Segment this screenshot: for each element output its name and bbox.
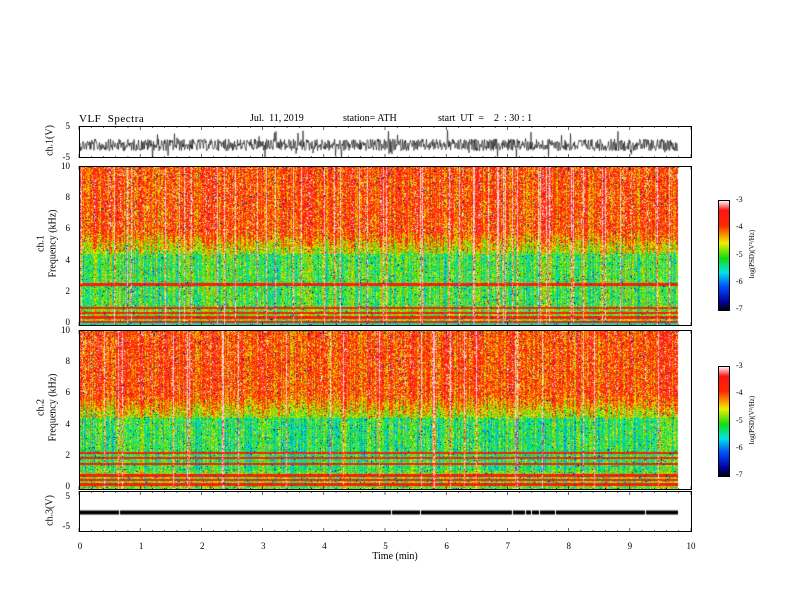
ch1-wave-ytick-bottom: -5 (62, 152, 71, 162)
ch1-spectrogram-ylabel: Frequency (kHz) (47, 209, 59, 278)
ch1-waveform-panel (79, 126, 692, 158)
ch1-colorbar-gradient (719, 201, 729, 310)
ch2-spec-ytick-3: 4 (65, 418, 71, 429)
ch1-colorbar-tick-1: -4 (736, 222, 743, 232)
ch2-spec-ytick-1: 8 (65, 356, 71, 367)
ch3-wave-ytick-bottom: -5 (62, 521, 71, 531)
ch2-colorbar-tick-2: -5 (736, 415, 743, 425)
x-tick-7: 7 (505, 541, 510, 551)
x-tick-4: 4 (322, 541, 327, 551)
ch2-colorbar-tick-1: -4 (736, 388, 743, 398)
ch1-spec-ytick-0: 10 (61, 161, 70, 171)
x-tick-3: 3 (261, 541, 266, 551)
x-tick-0: 0 (77, 541, 83, 551)
station-label: station= ATH (343, 113, 397, 124)
ch2-spec-ytick-2: 6 (65, 387, 71, 398)
ch1-colorbar-tick-3: -6 (736, 276, 743, 286)
ch3-wave-ytick-top: 5 (65, 491, 71, 501)
ch1-spectrogram-channel-label: ch.1 (35, 235, 47, 252)
ch3-waveform-panel (79, 491, 692, 532)
x-axis-label: Time (min) (372, 551, 418, 562)
ch1-spec-ytick-4: 2 (65, 285, 71, 296)
ch3-waveform-ylabel: ch.3(V) (44, 495, 56, 526)
ch2-colorbar (718, 366, 730, 477)
ch3-waveform-trace (80, 492, 691, 531)
ch1-spectrogram-panel (79, 166, 692, 326)
x-tick-10: 10 (686, 541, 696, 551)
ch2-colorbar-label: log(PSD)(V²/Hz) (748, 395, 756, 445)
ch2-spectrogram-panel (79, 330, 692, 490)
ch1-spec-ytick-3: 4 (65, 254, 71, 265)
ch2-spectrogram-channel-label: ch.2 (35, 399, 47, 416)
ch2-spec-ytick-0: 10 (61, 325, 70, 335)
x-tick-8: 8 (566, 541, 572, 551)
start-time-label: start UT = 2 : 30 : 1 (438, 113, 533, 124)
x-tick-5: 5 (383, 541, 388, 551)
ch2-colorbar-tick-3: -6 (736, 442, 743, 452)
ch2-spec-ytick-5: 0 (65, 481, 71, 491)
ch1-colorbar-tick-4: -7 (736, 304, 743, 313)
ch1-spec-ytick-2: 6 (65, 223, 71, 234)
ch1-spec-ytick-1: 8 (65, 192, 71, 203)
ch1-waveform-trace (80, 127, 691, 157)
x-tick-6: 6 (444, 541, 449, 551)
ch2-spectrogram-ylabel: Frequency (kHz) (47, 373, 59, 442)
ch1-colorbar (718, 200, 730, 311)
chart-title: VLF Spectra (79, 113, 145, 125)
ch1-colorbar-tick-2: -5 (736, 249, 743, 259)
ch2-colorbar-tick-0: -3 (736, 361, 743, 370)
ch2-spec-ytick-4: 2 (65, 449, 71, 460)
x-tick-1: 1 (138, 541, 144, 551)
ch1-spec-ytick-5: 0 (65, 317, 71, 327)
ch1-colorbar-label: log(PSD)(V²/Hz) (748, 229, 756, 279)
ch1-wave-ytick-top: 5 (65, 121, 71, 131)
x-tick-9: 9 (627, 541, 633, 551)
ch2-spectrogram-image (80, 331, 691, 489)
ch2-colorbar-gradient (719, 367, 729, 476)
date-label: Jul. 11, 2019 (250, 113, 304, 124)
ch1-spectrogram-image (80, 167, 691, 325)
x-tick-2: 2 (199, 541, 205, 551)
ch2-colorbar-tick-4: -7 (736, 470, 743, 479)
ch1-colorbar-tick-0: -3 (736, 195, 743, 204)
